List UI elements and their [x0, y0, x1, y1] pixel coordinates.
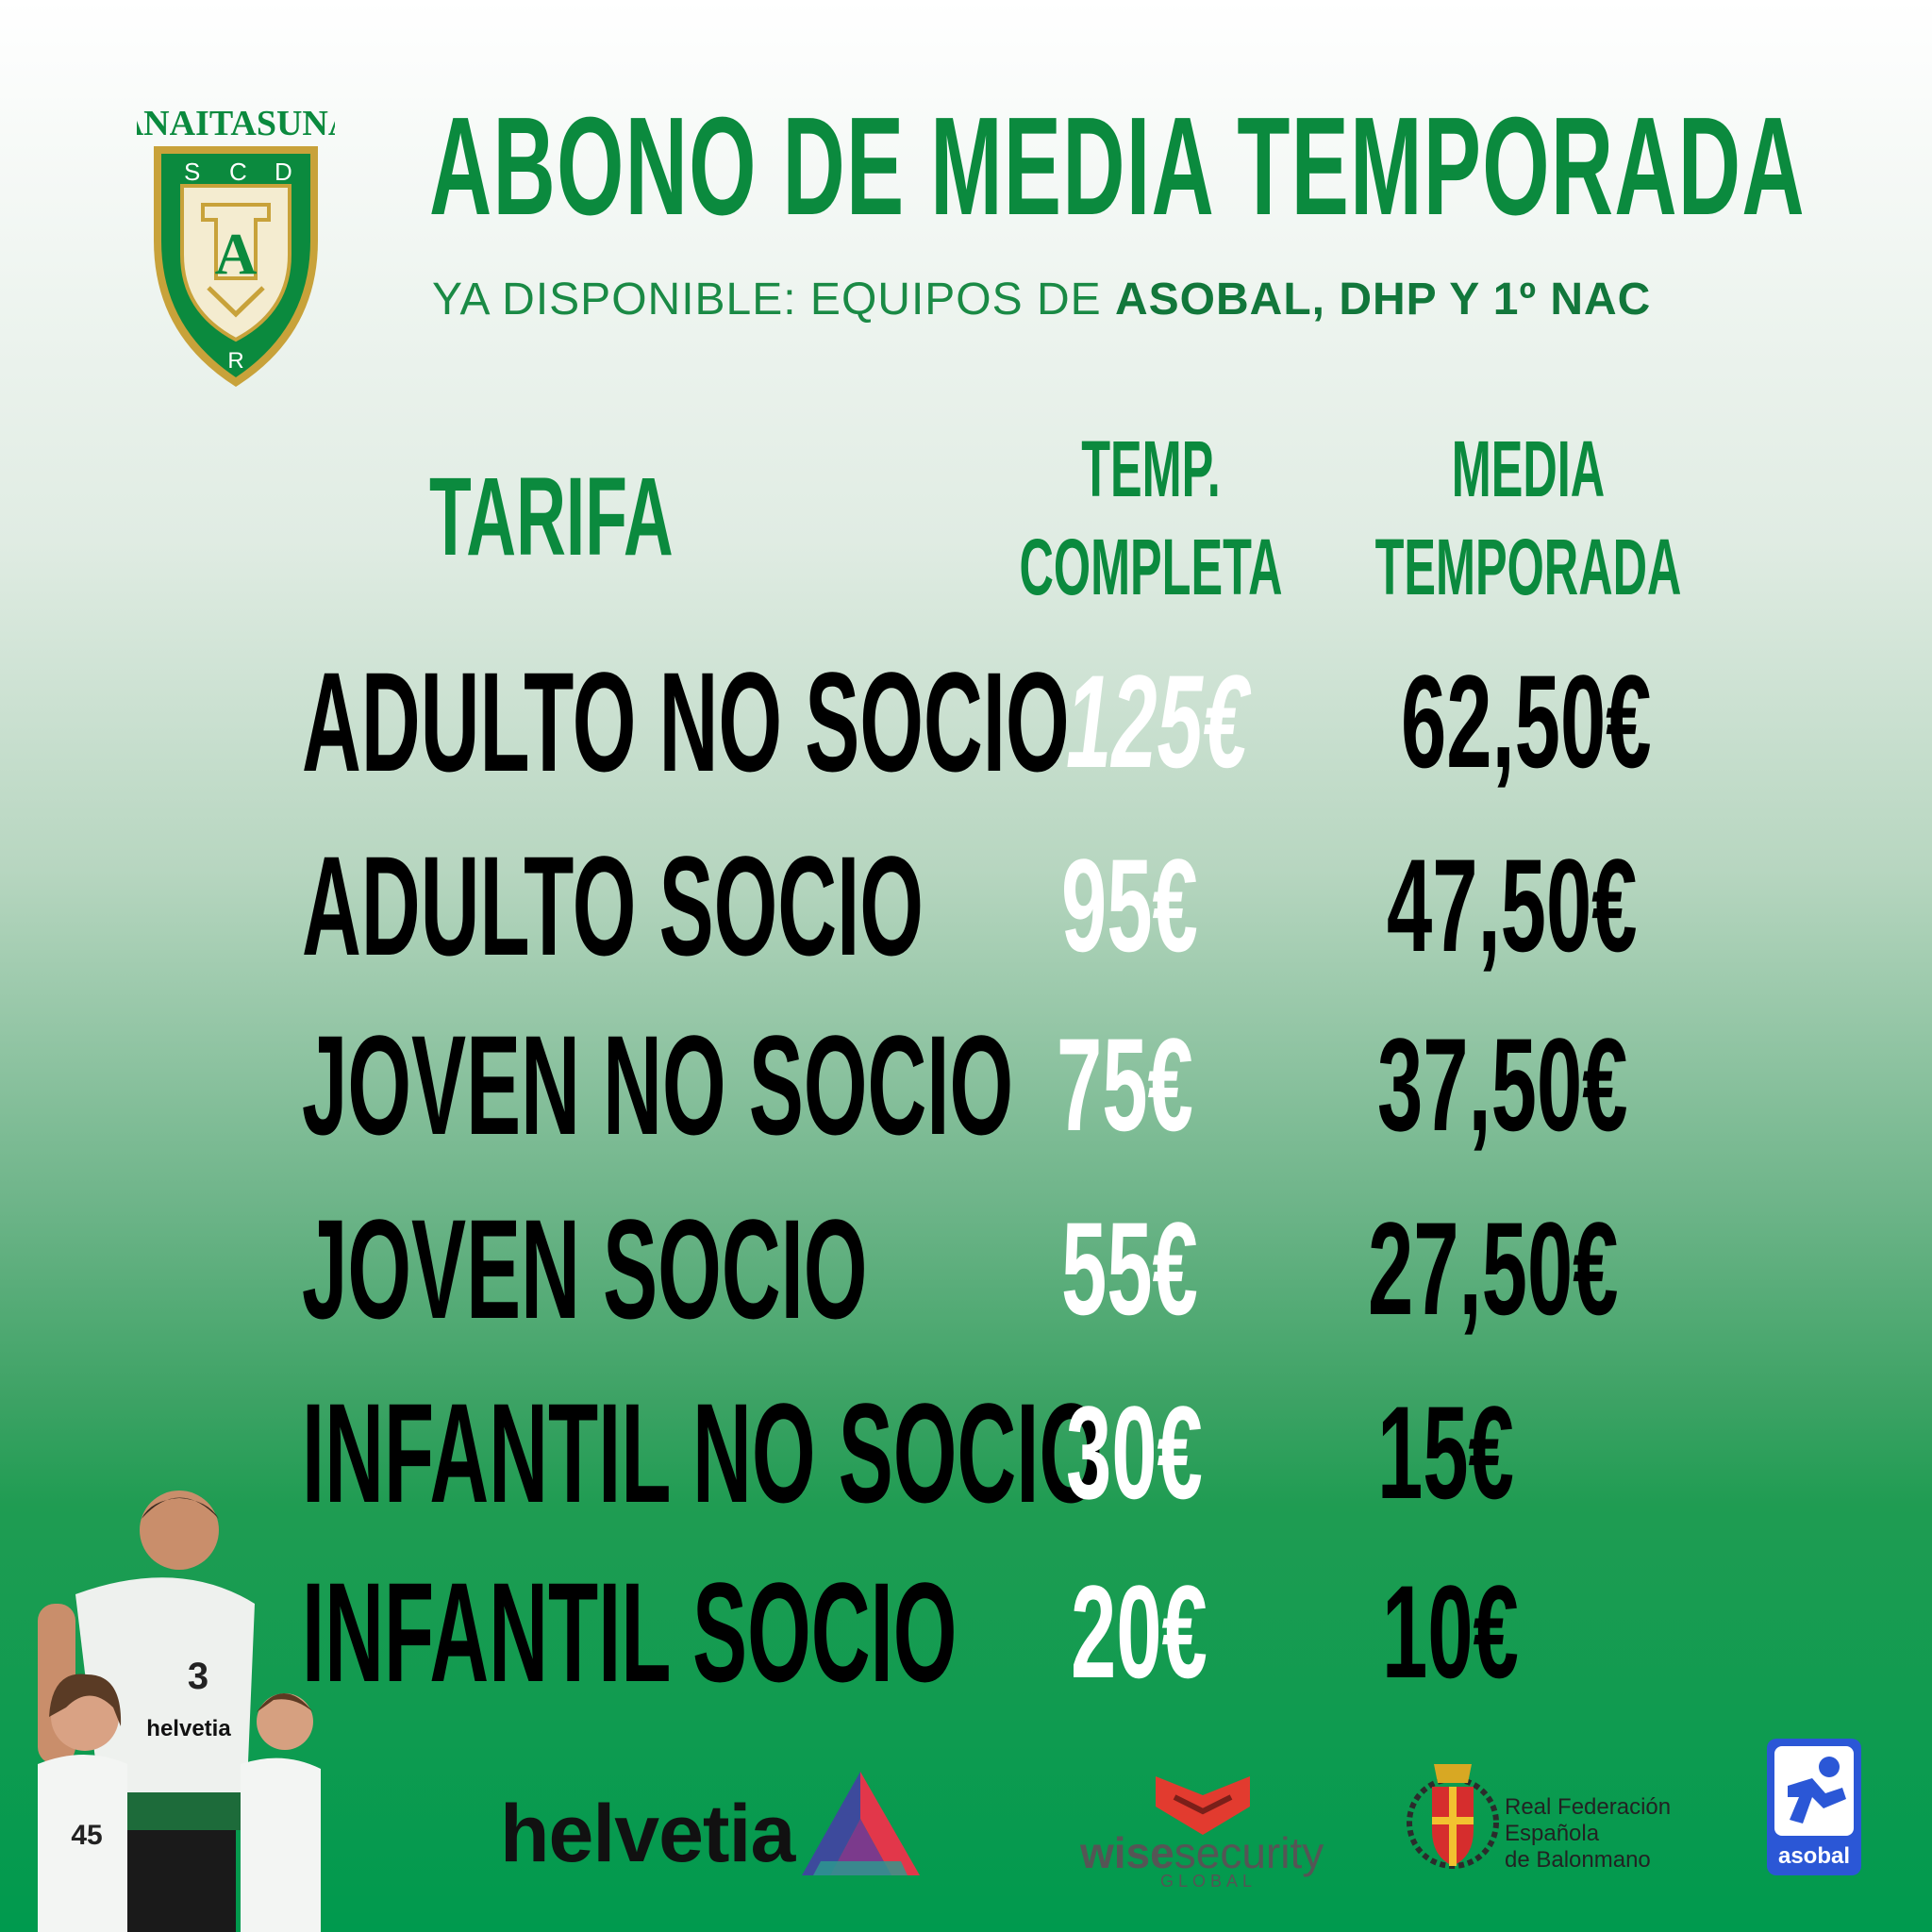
column-header-half-line2: TEMPORADA: [1374, 523, 1682, 611]
column-header-full-line2: COMPLETA: [1019, 523, 1283, 611]
column-header-half-season: MEDIA TEMPORADA: [1370, 420, 1687, 616]
rfeb-line3: de Balonmano: [1505, 1847, 1651, 1873]
asobal-logo-text: asobal: [1778, 1843, 1850, 1869]
crest-letter-c: C: [229, 158, 247, 186]
row-label-infantil-no-socio: INFANTIL NO SOCIO: [302, 1374, 1104, 1532]
helvetia-mark-icon: [802, 1772, 920, 1875]
row-label-adulto-socio: ADULTO SOCIO: [302, 826, 924, 985]
players-photo: 3 helvetia 45: [38, 1491, 321, 1932]
wisesecurity-shield-icon: [1156, 1776, 1250, 1835]
rfeb-logo-text: Real Federación Española de Balonmano: [1505, 1794, 1671, 1874]
row-label-joven-socio: JOVEN SOCIO: [302, 1190, 868, 1348]
wise-rest: security: [1174, 1828, 1324, 1877]
jersey-number-adult: 3: [188, 1656, 208, 1697]
column-header-full-season: TEMP. COMPLETA: [992, 420, 1309, 616]
rfeb-line2: Española: [1505, 1821, 1600, 1846]
wisesecurity-logo-text: wisesecurity: [1080, 1827, 1324, 1878]
rfeb-line1: Real Federación: [1505, 1794, 1672, 1820]
price-full-joven-no-socio: 75€: [1057, 1010, 1193, 1158]
price-full-infantil-socio: 20€: [1071, 1557, 1208, 1706]
asobal-logo: asobal: [1767, 1739, 1861, 1875]
price-full-adulto-socio: 95€: [1061, 831, 1198, 979]
subtitle-teams: ASOBAL, DHP Y 1º NAC: [1115, 275, 1652, 325]
price-half-joven-no-socio: 37,50€: [1377, 1010, 1628, 1158]
row-label-adulto-no-socio: ADULTO NO SOCIO: [302, 642, 1070, 801]
price-half-joven-socio: 27,50€: [1368, 1194, 1619, 1342]
column-header-tarifa: TARIFA: [429, 455, 674, 579]
column-header-half-line1: MEDIA: [1451, 425, 1606, 513]
rfeb-coat-of-arms-icon: [1407, 1764, 1499, 1869]
price-half-adulto-no-socio: 62,50€: [1401, 647, 1652, 795]
page-title: ABONO DE MEDIA TEMPORADA: [429, 89, 1806, 244]
wise-main: wise: [1080, 1828, 1174, 1877]
crest-letter-r: R: [227, 348, 243, 374]
page-subtitle: YA DISPONIBLE: EQUIPOS DE ASOBAL, DHP Y …: [432, 274, 1651, 325]
price-half-infantil-socio: 10€: [1382, 1557, 1519, 1706]
price-full-infantil-no-socio: 30€: [1066, 1378, 1203, 1526]
helvetia-logo-text: helvetia: [500, 1789, 795, 1879]
jersey-number-kid: 45: [71, 1820, 102, 1851]
crest-letter-d: D: [275, 158, 292, 186]
crest-letter-s: S: [184, 158, 200, 186]
crest-club-name: ANAITASUNA: [137, 104, 335, 143]
price-full-joven-socio: 55€: [1061, 1194, 1198, 1342]
price-half-adulto-socio: 47,50€: [1387, 831, 1638, 979]
club-crest-logo: ANAITASUNA S C D R A: [137, 104, 335, 387]
crest-initial: A: [215, 223, 258, 287]
wisesecurity-sub-text: GLOBAL: [1160, 1872, 1257, 1890]
price-full-adulto-no-socio: 125€: [1066, 647, 1249, 795]
price-half-infantil-no-socio: 15€: [1377, 1378, 1514, 1526]
column-header-full-line1: TEMP.: [1081, 425, 1221, 513]
row-label-joven-no-socio: JOVEN NO SOCIO: [302, 1006, 1014, 1164]
subtitle-prefix: YA DISPONIBLE: EQUIPOS DE: [432, 275, 1115, 325]
jersey-sponsor-adult: helvetia: [146, 1716, 231, 1741]
row-label-infantil-socio: INFANTIL SOCIO: [302, 1553, 958, 1711]
